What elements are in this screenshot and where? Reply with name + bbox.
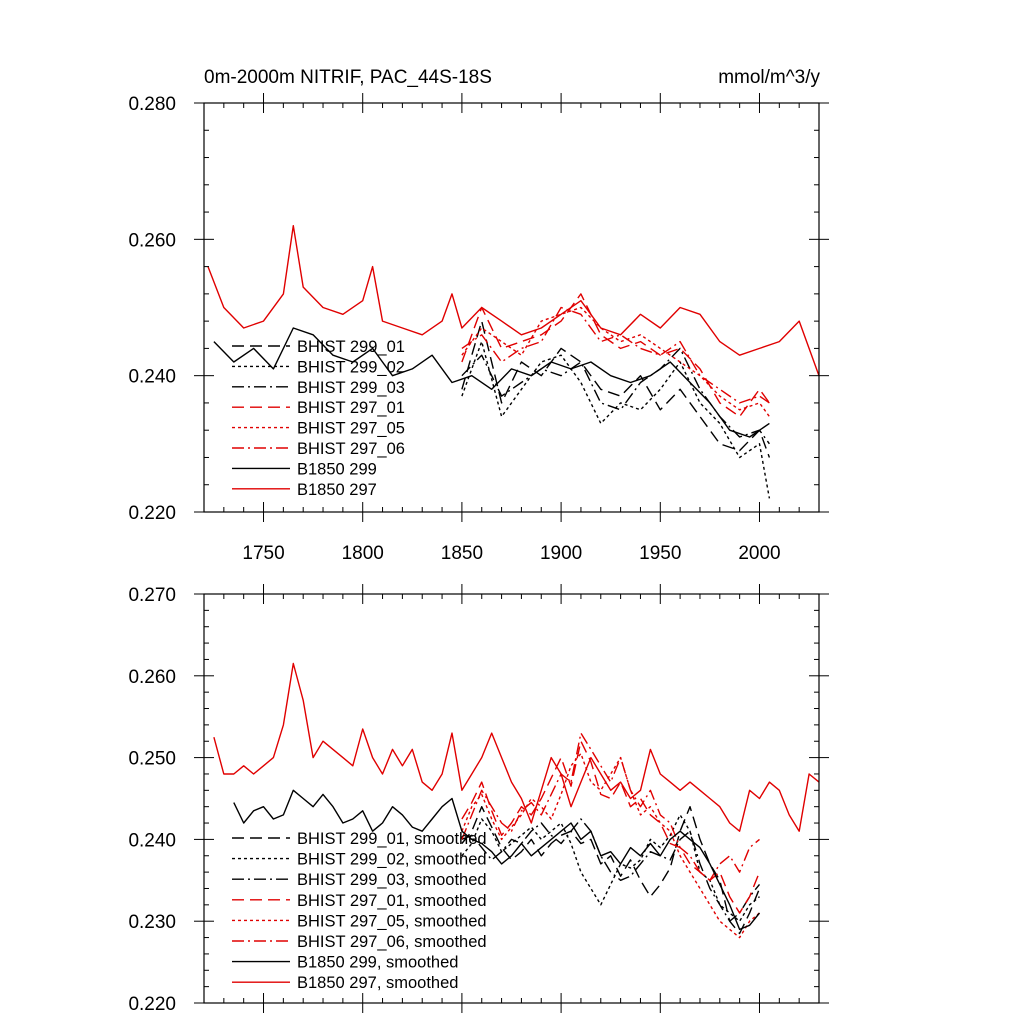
legend-label-7: B1850 297, smoothed (297, 974, 458, 992)
y-tick-label: 0.270 (128, 585, 176, 606)
legend-label-3: BHIST 297_01 (297, 399, 405, 417)
legend-label-3: BHIST 297_01, smoothed (297, 892, 487, 910)
y-tick-label: 0.220 (128, 994, 176, 1015)
legend-label-2: BHIST 299_03 (297, 379, 405, 397)
legend-label-5: BHIST 297_06, smoothed (297, 933, 487, 951)
legend-label-5: BHIST 297_06 (297, 440, 405, 458)
x-tick-label: 1850 (441, 543, 483, 564)
x-tick-label: 1750 (242, 543, 284, 564)
series-line-0 (461, 806, 761, 935)
tick-layer: 0.220 0.230 0.240 0.250 0.260 0.270 (128, 584, 829, 1015)
series-line-3 (461, 293, 770, 418)
series-layer (213, 662, 820, 939)
y-tick-label: 0.260 (128, 230, 176, 251)
series-line-7 (213, 662, 820, 832)
top-panel: 0m-2000m NITRIF, PAC_44S-18S mmol/m^3/y … (128, 67, 829, 564)
series-line-1 (461, 340, 771, 499)
y-tick-label: 0.280 (128, 94, 176, 115)
series-line-1 (461, 814, 760, 922)
x-tick-label: 1900 (540, 543, 582, 564)
series-layer (207, 224, 820, 499)
plot-frame (203, 593, 820, 1004)
series-line-5 (461, 732, 760, 881)
y-tick-label: 0.220 (128, 503, 176, 524)
legend-label-7: B1850 297 (297, 481, 377, 499)
chart-title: 0m-2000m NITRIF, PAC_44S-18S (204, 67, 492, 88)
series-line-4 (461, 752, 760, 939)
series-line-4 (461, 306, 770, 418)
legend-label-1: BHIST 299_02, smoothed (297, 851, 487, 869)
x-tick-label: 2000 (738, 543, 780, 564)
y-tick-label: 0.240 (128, 367, 176, 388)
legend-label-6: B1850 299 (297, 460, 377, 478)
series-line-6 (213, 327, 770, 438)
y-tick-label: 0.230 (128, 912, 176, 933)
legend: BHIST 299_01 BHIST 299_02 BHIST 299_03 BHIS… (232, 338, 405, 499)
legend: BHIST 299_01, smoothed BHIST 299_02, smoo… (232, 830, 487, 992)
legend-label-1: BHIST 299_02 (297, 358, 405, 376)
plot-frame (203, 102, 820, 513)
y-tick-label: 0.240 (128, 830, 176, 851)
series-line-7 (207, 224, 820, 376)
legend-label-0: BHIST 299_01, smoothed (297, 830, 487, 848)
legend-label-0: BHIST 299_01 (297, 338, 405, 356)
bottom-panel: 0.220 0.230 0.240 0.250 0.260 0.270 BHIST 299… (128, 584, 829, 1015)
legend-label-2: BHIST 299_03, smoothed (297, 871, 487, 889)
y-tick-label: 0.250 (128, 749, 176, 770)
series-line-2 (461, 818, 761, 922)
legend-label-4: BHIST 297_05 (297, 420, 405, 438)
y-tick-label: 0.260 (128, 667, 176, 688)
legend-label-4: BHIST 297_05, smoothed (297, 912, 487, 930)
series-line-2 (461, 347, 770, 445)
x-tick-label: 1800 (342, 543, 384, 564)
units-label: mmol/m^3/y (718, 67, 820, 88)
tick-layer: 1750 1800 1850 1900 1950 2000 0.220 0.240 0.260 0… (128, 93, 829, 564)
legend-label-6: B1850 299, smoothed (297, 954, 458, 972)
series-line-0 (461, 320, 771, 458)
series-line-5 (461, 306, 770, 404)
x-tick-label: 1950 (639, 543, 681, 564)
series-line-6 (233, 789, 761, 931)
